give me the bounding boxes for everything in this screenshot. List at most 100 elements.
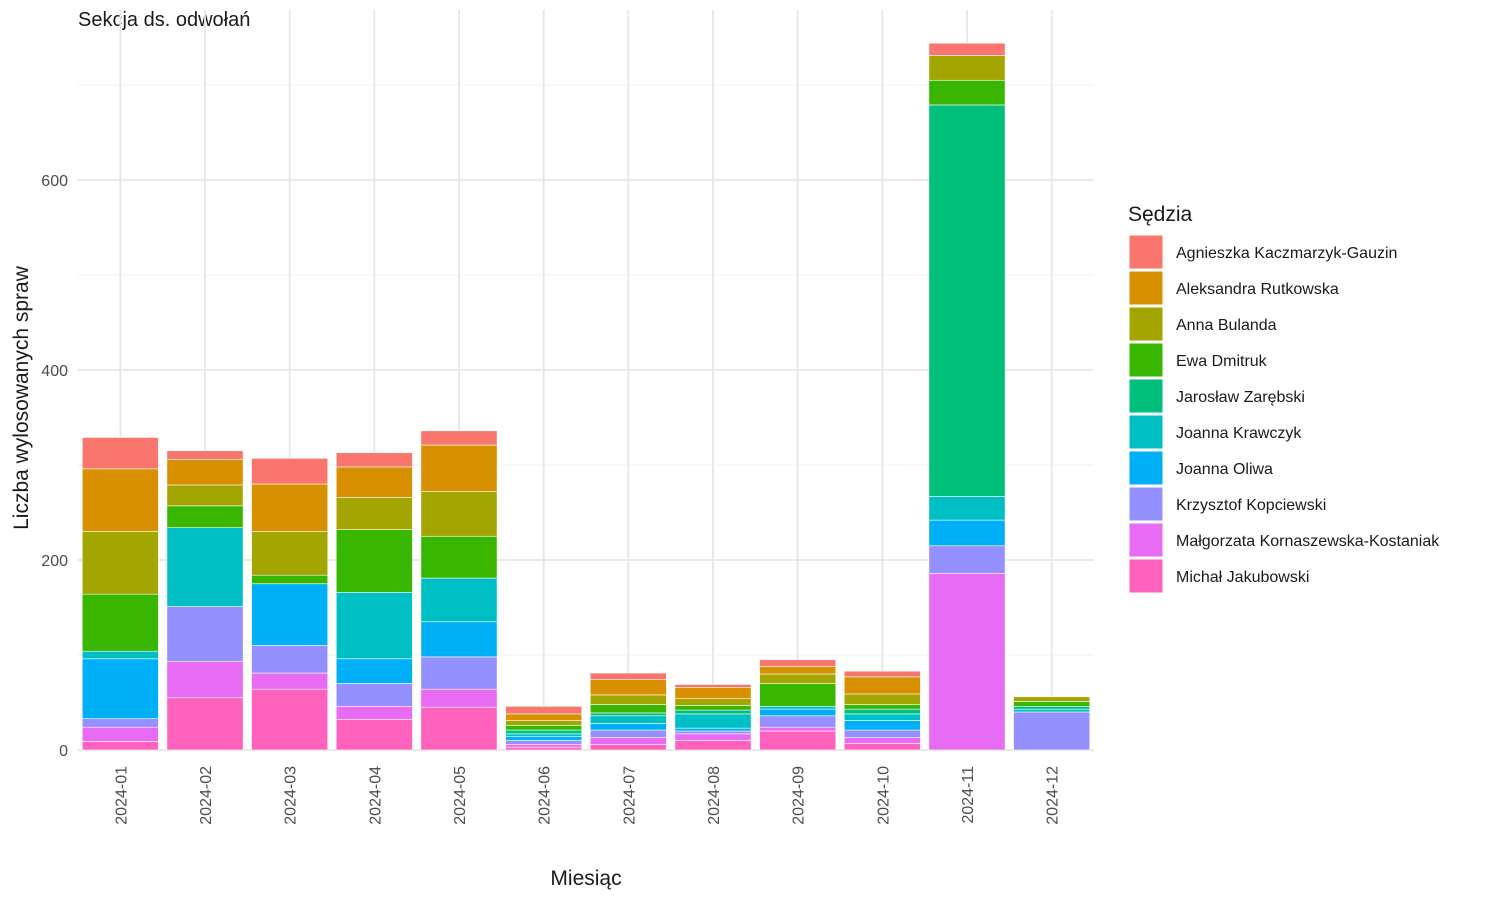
bar-segment (674, 698, 752, 706)
bar-segment (843, 704, 921, 710)
bar-segment (1013, 705, 1091, 710)
bar-segment (81, 658, 159, 719)
bar-segment (251, 483, 329, 532)
bar-segment (759, 659, 837, 667)
bar-segment (928, 545, 1006, 574)
bar-segment (420, 430, 498, 446)
bar-segment (674, 733, 752, 741)
bar-segment (589, 715, 667, 724)
x-tick-label: 2024-07 (621, 766, 638, 825)
legend-key (1128, 414, 1164, 450)
bar-segment (674, 730, 752, 735)
bar-segment (81, 468, 159, 532)
bar-segment (928, 42, 1006, 56)
bar-segment (166, 450, 244, 460)
bar-segment (81, 741, 159, 751)
y-tick-label: 200 (41, 553, 68, 570)
x-axis-title: Miesiąc (550, 867, 621, 890)
x-tick-label: 2024-10 (875, 766, 892, 825)
x-tick-label: 2024-01 (113, 766, 130, 825)
bar-segment (335, 466, 413, 498)
bar-segment (928, 572, 1006, 751)
bar-segment (81, 437, 159, 470)
bar-segment (166, 484, 244, 507)
bar-segment (759, 705, 837, 710)
legend-key (1128, 450, 1164, 486)
bar-segment (589, 737, 667, 745)
bar-segment (1013, 696, 1091, 702)
legend-label: Agnieszka Kaczmarzyk-Gauzin (1176, 245, 1397, 262)
legend-key (1128, 270, 1164, 306)
x-tick-label: 2024-11 (960, 766, 977, 824)
bar-segment (166, 661, 244, 699)
bar-segment (1013, 701, 1091, 707)
bar-segment (505, 705, 583, 715)
bar-segment (420, 621, 498, 658)
y-axis-ticks: 0 200 400 600 (41, 173, 68, 760)
bar-segment (420, 688, 498, 708)
legend-key (1128, 306, 1164, 342)
bar-segment (1013, 711, 1091, 751)
bar-segment (759, 730, 837, 751)
bar-segment (335, 705, 413, 720)
bar-segment (589, 723, 667, 731)
legend-key (1128, 234, 1164, 270)
x-tick-label: 2024-08 (706, 766, 723, 825)
bar-segment (759, 708, 837, 717)
bar-segment (843, 670, 921, 678)
y-axis-title: Liczba wylosowanych spraw (10, 265, 33, 530)
legend-label: Ewa Dmitruk (1176, 353, 1268, 370)
bar-segment (759, 673, 837, 684)
bar-segment (759, 683, 837, 707)
bar-segment (928, 496, 1006, 521)
x-tick-label: 2024-02 (198, 766, 215, 825)
bar-segment (420, 535, 498, 579)
bar-segment (505, 713, 583, 721)
bar-segment (251, 688, 329, 751)
y-tick-label: 400 (41, 363, 68, 380)
bar-segment (843, 713, 921, 721)
legend-key (1128, 342, 1164, 378)
bar-segment (843, 743, 921, 751)
bar-segment (589, 672, 667, 680)
bar-segment (420, 444, 498, 492)
grid (78, 10, 1094, 751)
bar-segment (335, 529, 413, 593)
x-tick-label: 2024-09 (791, 766, 808, 825)
chart-title: Sekcja ds. odwołań (78, 9, 250, 31)
bar-segment (843, 729, 921, 738)
legend-key (1128, 378, 1164, 414)
legend-label: Krzysztof Kopciewski (1176, 497, 1326, 514)
bar-segment (589, 743, 667, 751)
bar-segment (759, 715, 837, 728)
bar-segment (420, 706, 498, 751)
bar-segment (928, 519, 1006, 547)
bar-segment (759, 726, 837, 732)
bar-segment (81, 718, 159, 728)
bar-segment (505, 733, 583, 737)
bar-segment (166, 697, 244, 751)
x-tick-label: 2024-06 (537, 766, 554, 825)
bar-segment (251, 645, 329, 674)
bar-segment (505, 724, 583, 731)
bar-segment (81, 650, 159, 660)
bar-segment (166, 505, 244, 529)
bar-segment (335, 452, 413, 468)
legend-key (1128, 522, 1164, 558)
x-axis-ticks: 2024-01 2024-02 2024-03 2024-04 2024-05 2024-… (113, 766, 1061, 825)
bar-segment (251, 458, 329, 485)
y-tick-label: 600 (41, 173, 68, 190)
bar-segment (589, 712, 667, 717)
bar-segment (335, 719, 413, 751)
bar-segment (589, 704, 667, 714)
bar-segment (251, 583, 329, 646)
bar-segment (335, 683, 413, 707)
x-tick-label: 2024-12 (1045, 766, 1062, 825)
bar-segment (928, 79, 1006, 106)
bar-segment (843, 737, 921, 744)
bar-segment (674, 684, 752, 688)
bar-segment (589, 729, 667, 738)
bar-segment (759, 666, 837, 675)
bar-segment (251, 672, 329, 690)
